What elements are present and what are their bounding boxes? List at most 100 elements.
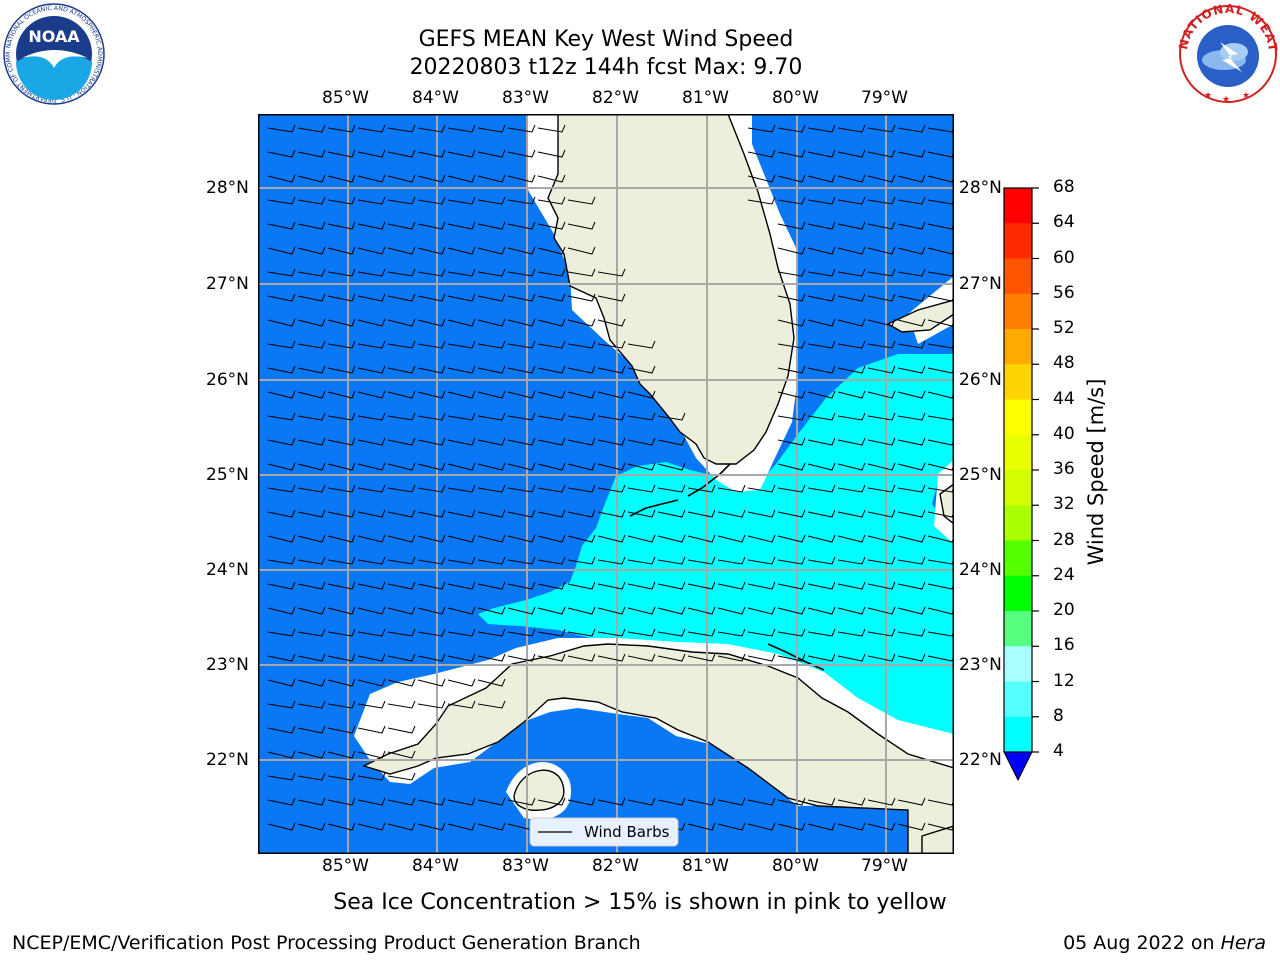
lon-label-top: 85°W <box>322 88 369 108</box>
wind-barb <box>717 534 746 543</box>
wind-barb <box>387 412 416 421</box>
wind-barb <box>297 797 326 806</box>
wind-barb <box>537 124 566 133</box>
wind-barb <box>597 484 626 493</box>
wind-barb <box>507 174 536 183</box>
wind-barb <box>447 340 476 349</box>
wind-barb <box>747 581 776 590</box>
wind-barb <box>447 653 476 662</box>
map-frame <box>258 114 954 854</box>
wind-barb <box>807 606 836 615</box>
wind-barb <box>897 822 926 831</box>
wind-barb <box>807 484 836 493</box>
wind-barb <box>447 412 476 421</box>
wind-barb <box>267 772 296 781</box>
wind-barb <box>417 149 446 158</box>
wind-barbs-legend: Wind Barbs <box>529 817 679 847</box>
wind-barb <box>897 462 926 471</box>
wind-barb <box>477 124 506 133</box>
wind-barb <box>357 725 386 734</box>
wind-barb <box>357 628 386 637</box>
colorbar-segment <box>1004 681 1032 718</box>
wind-barb <box>297 246 326 255</box>
wind-barb <box>777 797 806 806</box>
wind-barb <box>627 340 656 349</box>
wind-barb <box>387 725 416 734</box>
wind-barb <box>927 511 954 518</box>
wind-barb <box>567 556 596 565</box>
wind-barb <box>447 318 476 327</box>
wind-barb <box>297 700 326 709</box>
wind-barb <box>417 556 446 565</box>
wind-barb <box>927 126 954 133</box>
lon-label-bottom: 83°W <box>502 856 549 876</box>
wind-barb <box>447 606 476 615</box>
wind-barb <box>927 319 954 327</box>
wind-barb <box>327 437 356 446</box>
wind-barb <box>507 653 536 662</box>
wind-barb <box>267 318 296 327</box>
wind-barb <box>747 628 776 637</box>
wind-barb <box>327 772 356 781</box>
wind-barb <box>417 318 446 327</box>
wind-barb <box>837 462 866 471</box>
wind-barb <box>447 797 476 806</box>
wind-barb <box>357 149 386 158</box>
lon-label-top: 80°W <box>772 88 819 108</box>
wind-barb <box>537 174 566 183</box>
wind-barb <box>417 437 446 446</box>
colorbar-tick-label: 20 <box>1053 600 1075 620</box>
wind-barb <box>447 124 476 133</box>
wind-barb <box>267 340 296 349</box>
wind-barb <box>627 462 656 471</box>
wind-barb <box>387 196 416 205</box>
wind-barb <box>357 750 386 759</box>
wind-barb <box>477 340 506 349</box>
wind-barb <box>597 653 626 662</box>
wind-barb <box>417 700 446 709</box>
wind-barb <box>567 462 596 471</box>
wind-barb <box>267 606 296 615</box>
wind-barb <box>297 725 326 734</box>
wind-barb <box>807 149 836 158</box>
wind-barb <box>867 462 896 471</box>
wind-barb <box>777 556 806 565</box>
lat-label-left: 22°N <box>206 750 249 770</box>
wind-barb <box>807 246 836 255</box>
wind-barb <box>417 678 446 687</box>
wind-barb <box>477 293 506 302</box>
wind-barb <box>897 653 926 662</box>
wind-barb <box>597 581 626 590</box>
wind-barb <box>327 340 356 349</box>
wind-barb <box>867 437 896 446</box>
wind-barb <box>807 174 836 183</box>
wind-barb <box>477 509 506 518</box>
wind-barb <box>297 365 326 374</box>
wind-barb <box>657 484 686 493</box>
wind-barb <box>507 124 536 133</box>
wind-barb <box>927 270 954 277</box>
colorbar-label: Wind Speed [m/s] <box>1084 378 1108 566</box>
wind-barb <box>387 628 416 637</box>
wind-barb <box>537 484 566 493</box>
wind-barb <box>297 822 326 831</box>
colorbar-tick-label: 48 <box>1053 353 1075 374</box>
colorbar-tick-label: 52 <box>1053 318 1075 338</box>
wind-barb <box>867 293 896 302</box>
wind-barb <box>267 246 296 255</box>
wind-barb <box>537 293 566 302</box>
wind-barb <box>717 606 746 615</box>
wind-barb <box>567 268 596 277</box>
wind-barb <box>837 149 866 158</box>
wind-barb <box>747 174 776 183</box>
wind-barb <box>807 822 836 831</box>
wind-barb <box>807 628 836 637</box>
wind-barb <box>837 293 866 302</box>
wind-barb <box>387 606 416 615</box>
wind-barb <box>357 484 386 493</box>
wind-barb <box>867 149 896 158</box>
wind-barb <box>897 340 926 349</box>
wind-barb <box>657 797 686 806</box>
wind-barb <box>477 556 506 565</box>
wind-barb <box>837 174 866 183</box>
